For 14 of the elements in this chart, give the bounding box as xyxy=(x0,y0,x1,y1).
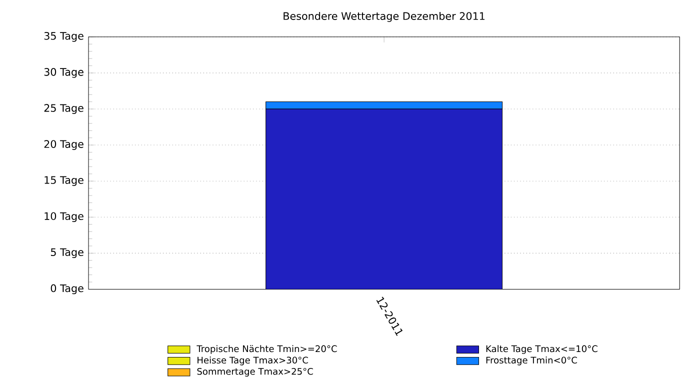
y-tick-label: 0 Tage xyxy=(50,284,84,294)
y-tick-label: 25 Tage xyxy=(44,104,84,114)
y-tick-label: 35 Tage xyxy=(44,32,84,42)
y-tick-label: 5 Tage xyxy=(50,248,84,258)
legend-label: Frosttage Tmin<0°C xyxy=(486,356,577,366)
legend-label: Heisse Tage Tmax>30°C xyxy=(198,356,308,366)
y-tick-label: 30 Tage xyxy=(44,68,84,78)
legend-label: Sommertage Tmax>25°C xyxy=(197,368,313,376)
chart-title: Besondere Wettertage Dezember 2011 xyxy=(284,12,484,22)
y-tick-label: 20 Tage xyxy=(44,140,84,150)
legend-label: Kalte Tage Tmax<=10°C xyxy=(486,345,598,354)
y-tick-label: 10 Tage xyxy=(44,212,84,222)
y-tick-label: 15 Tage xyxy=(44,176,84,186)
legend-label: Tropische Nächte Tmin>=20°C xyxy=(196,345,337,354)
